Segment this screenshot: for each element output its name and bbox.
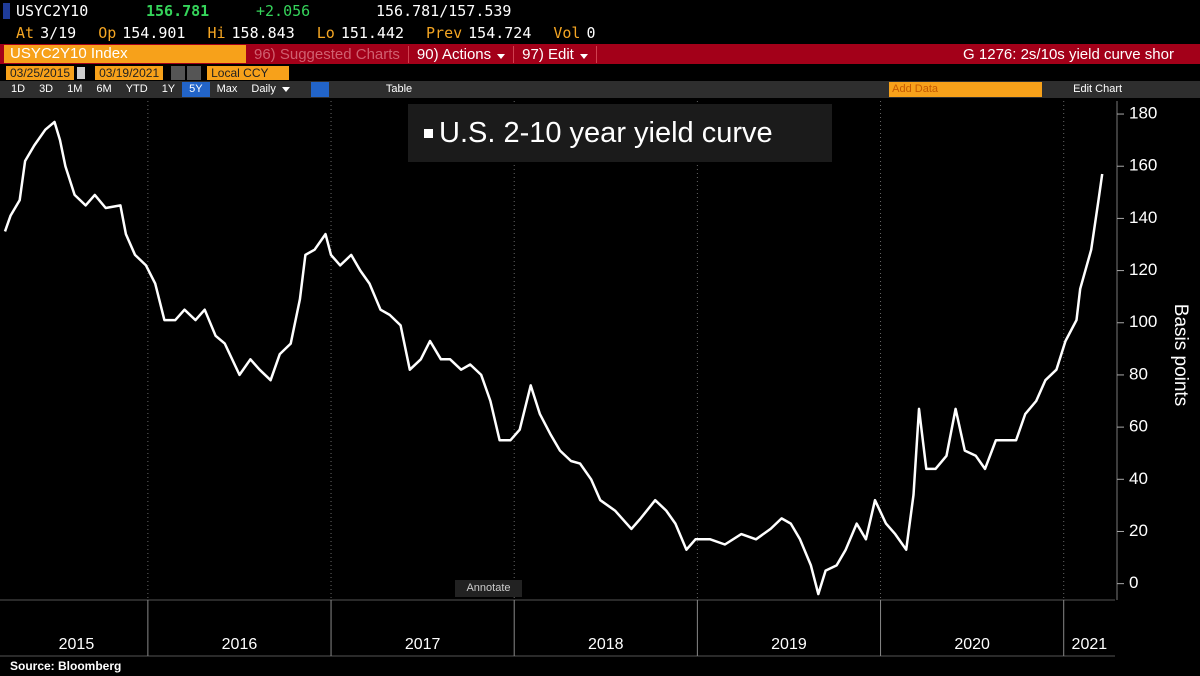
currency[interactable]: Local CCY [207,65,290,80]
x-tick-label: 2019 [771,636,807,653]
security-field[interactable]: USYC2Y10 Index [4,45,246,63]
field-value: 0 [586,24,596,42]
annotate-button[interactable]: Annotate [455,580,522,597]
dropdown-icon [497,53,506,59]
marker [3,3,10,19]
axis-band [0,600,1200,656]
start-date[interactable]: 03/25/2015 [6,65,75,80]
period-button[interactable]: 3D [39,83,54,95]
period-button[interactable]: 1Y [161,83,176,95]
menu-item-label: 90) Actions [416,45,492,63]
field-value: 154.901 [122,24,186,42]
legend: U.S. 2-10 year yield curve [408,104,832,162]
y-tick-label: 20 [1129,521,1148,540]
y-tick-label: 60 [1129,417,1148,436]
period-button[interactable]: Max [216,83,238,95]
field-label: Hi [207,24,226,42]
x-tick-label: 2017 [405,636,441,653]
field-label: Op [98,24,117,42]
menu-row: USYC2Y10 Index 96) Suggested Charts 90) A… [0,44,1200,64]
add-data[interactable]: Add Data [889,82,1043,97]
x-tick-label: 2018 [588,636,624,653]
next[interactable] [187,65,202,80]
legend-label: U.S. 2-10 year yield curve [439,116,773,149]
field-label: Vol [553,24,581,42]
y-tick-label: 40 [1129,469,1148,488]
field-value: 158.843 [231,24,295,42]
menu-item-label: 97) Edit [522,45,574,63]
source: Source: Bloomberg [10,659,122,673]
last-price: 156.781 [146,2,210,20]
x-tick-label: 2021 [1072,636,1108,653]
field-value: 154.724 [468,24,532,42]
dropdown-icon [579,53,588,59]
menu-item[interactable]: 90) Actions [409,45,515,63]
end-date[interactable]: 03/19/2021 [95,65,164,80]
period-button[interactable]: 6M [96,83,112,95]
prev[interactable] [171,65,186,80]
x-tick-label: 2016 [222,636,258,653]
menu-item[interactable]: 97) Edit [514,45,597,63]
menu-item[interactable]: 96) Suggested Charts [246,45,409,63]
y-tick-label: 0 [1129,573,1138,592]
change: +2.056 [256,2,311,20]
y-tick-label: 140 [1129,208,1157,227]
field-value: 3/19 [40,24,77,42]
menu-item-label: 96) Suggested Charts [254,45,400,63]
line-icon[interactable] [310,82,329,97]
legend-swatch [424,128,433,138]
edit-chart[interactable]: Edit Chart [1073,83,1123,95]
bid-ask: 156.781/157.539 [376,2,512,20]
frequency[interactable]: Daily [244,82,296,97]
y-tick-label: 160 [1129,156,1157,175]
quote-row: USYC2Y10 156.781 +2.056 156.781/157.539 [0,0,1200,22]
frequency-label: Daily [251,83,276,95]
ticker: USYC2Y10 [16,2,89,20]
field-label: Prev [426,24,463,42]
y-axis-label: Basis points [1170,304,1191,406]
toolbar: 1D 3D 1M 6M YTD 1Y 5Y Max Daily Table Add Data … [0,81,1200,98]
page-title: G 1276: 2s/10s yield curve shor [963,45,1174,63]
y-tick-label: 120 [1129,260,1157,279]
x-tick-label: 2015 [59,636,95,653]
y-tick-label: 80 [1129,364,1148,383]
field-label: Lo [316,24,335,42]
x-tick-label: 2020 [954,636,990,653]
line-series [3,120,1104,596]
period-button[interactable]: 1D [11,83,26,95]
period-button[interactable]: 1M [67,83,83,95]
range-row: 03/25/2015 03/19/2021 Local CCY [0,64,1200,81]
field-label: At [16,24,35,42]
period-button[interactable]: YTD [125,83,148,95]
field-value: 151.442 [340,24,405,42]
fields-row: At 3/19 Op 154.901 Hi 158.843 Lo 151.442 Prev 154… [0,22,1200,44]
y-tick-label: 100 [1129,312,1157,331]
table-button[interactable]: Table [385,83,413,95]
y-tick-label: 180 [1129,104,1157,123]
calendar[interactable] [77,66,86,79]
period-button[interactable]: 5Y [182,82,210,97]
